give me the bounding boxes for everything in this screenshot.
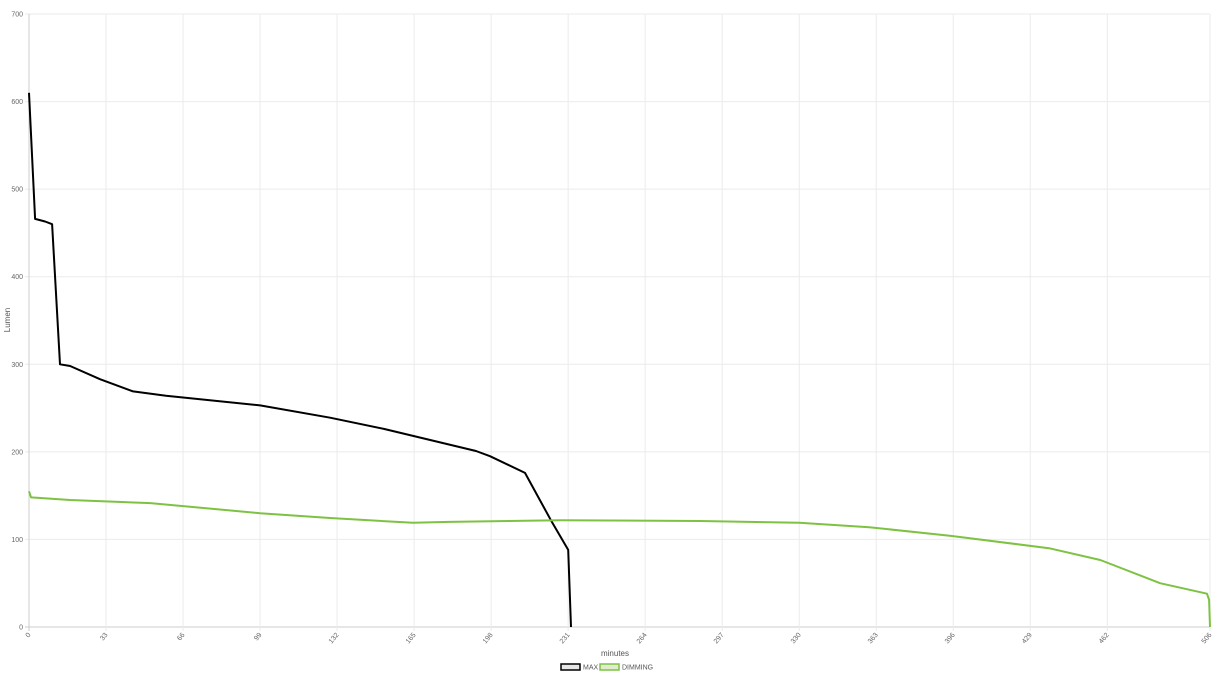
y-tick-label: 200 — [11, 449, 23, 456]
legend-item-dimming[interactable]: DIMMING — [599, 663, 653, 672]
x-tick-label: 99 — [253, 632, 263, 643]
y-axis-label: Lumen — [3, 308, 12, 332]
legend-swatch — [560, 663, 581, 671]
x-tick-label: 132 — [328, 632, 341, 646]
x-tick-label: 33 — [99, 632, 109, 643]
y-tick-label: 400 — [11, 274, 23, 281]
x-tick-label: 506 — [1201, 632, 1214, 646]
series-line-max — [28, 92, 572, 628]
legend-label: DIMMING — [622, 665, 653, 672]
x-tick-label: 363 — [867, 632, 880, 646]
x-tick-label: 462 — [1098, 632, 1111, 646]
x-axis-ticks: 0 33 66 99 132 165 198 231 264 297 330 363 396 429 462… — [25, 632, 1214, 646]
legend-swatch — [599, 663, 620, 671]
x-axis-label: minutes — [601, 649, 629, 658]
legend-label: MAX — [583, 665, 599, 672]
y-tick-label: 100 — [11, 537, 23, 544]
x-tick-label: 231 — [559, 632, 572, 646]
legend-item-max[interactable]: MAX — [560, 663, 599, 672]
y-tick-label: 0 — [19, 625, 23, 632]
y-axis-ticks: 0 100 200 300 400 500 600 700 — [11, 12, 23, 632]
y-tick-label: 700 — [11, 12, 23, 19]
x-tick-label: 165 — [405, 632, 418, 646]
series-lines — [28, 92, 1211, 628]
x-tick-label: 198 — [482, 632, 495, 646]
y-tick-label: 300 — [11, 362, 23, 369]
x-tick-label: 330 — [790, 632, 803, 646]
x-tick-label: 429 — [1021, 632, 1034, 646]
x-tick-label: 396 — [944, 632, 957, 646]
series-line-dimming — [28, 490, 1211, 628]
y-tick-label: 500 — [11, 187, 23, 194]
x-tick-label: 264 — [636, 632, 649, 646]
x-tick-label: 297 — [713, 632, 726, 646]
x-tick-label: 0 — [25, 632, 33, 640]
grid — [25, 13, 1211, 631]
y-tick-label: 600 — [11, 99, 23, 106]
x-tick-label: 66 — [176, 632, 186, 643]
legend: MAX DIMMING — [560, 663, 653, 672]
